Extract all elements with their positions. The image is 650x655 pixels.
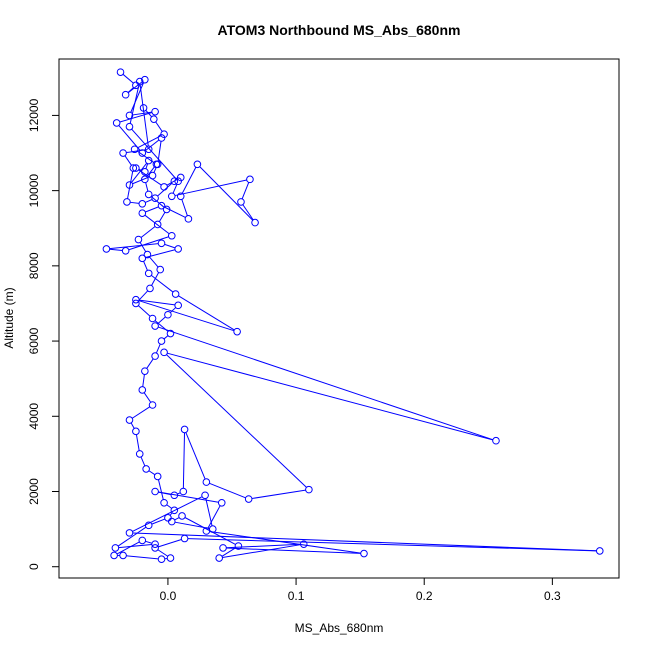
x-tick-label: 0.3 bbox=[544, 589, 561, 603]
y-axis-label: Altitude (m) bbox=[2, 287, 16, 348]
y-tick-label: 0 bbox=[27, 563, 41, 570]
y-tick-label: 12000 bbox=[27, 98, 41, 132]
y-tick-label: 4000 bbox=[27, 403, 41, 430]
y-tick-label: 6000 bbox=[27, 327, 41, 354]
chart-title: ATOM3 Northbound MS_Abs_680nm bbox=[218, 22, 461, 38]
x-tick-label: 0.0 bbox=[160, 589, 177, 603]
x-tick-label: 0.1 bbox=[288, 589, 305, 603]
y-tick-label: 10000 bbox=[27, 174, 41, 208]
y-tick-label: 2000 bbox=[27, 478, 41, 505]
x-axis-label: MS_Abs_680nm bbox=[295, 621, 384, 635]
y-tick-label: 8000 bbox=[27, 252, 41, 279]
x-tick-label: 0.2 bbox=[416, 589, 433, 603]
